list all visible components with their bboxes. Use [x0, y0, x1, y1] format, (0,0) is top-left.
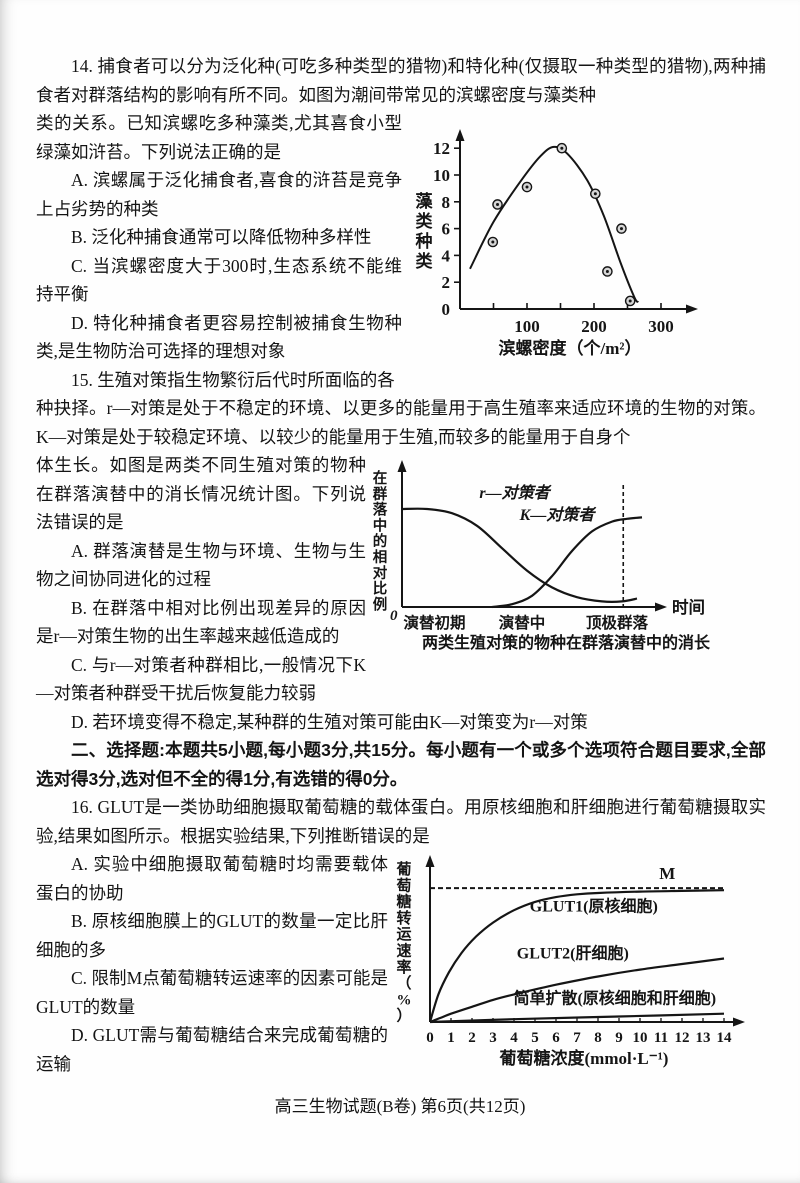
q14-row: 类的关系。已知滨螺吃多种藻类,尤其喜食小型绿藻如浒苔。下列说法正确的是 A. 滨…	[36, 109, 766, 366]
q15-option-a: A. 群落演替是生物与环境、生物与生物之间协同进化的过程	[36, 540, 366, 590]
svg-text:例: 例	[373, 595, 388, 613]
svg-text:简单扩散(原核细胞和肝细胞): 简单扩散(原核细胞和肝细胞)	[513, 988, 716, 1007]
svg-text:群: 群	[373, 485, 388, 503]
svg-text:200: 200	[581, 317, 607, 336]
svg-text:100: 100	[514, 317, 540, 336]
svg-text:%: %	[397, 992, 412, 1008]
svg-text:种: 种	[415, 231, 433, 251]
svg-text:滨螺密度（个/m²）: 滨螺密度（个/m²）	[499, 338, 642, 358]
svg-text:7: 7	[573, 1030, 581, 1046]
q16-chart: M 0 1 2 3 4 5 6 7 8 9 10 11 12 13 14 葡萄糖浓度(mmol·L⁻¹) 葡萄糖转…	[388, 850, 766, 1078]
q15-option-b: B. 在群落中相对比例出现差异的原因是r—对策生物的出生率越来越低造成的	[36, 597, 366, 647]
q15-chart: 时间 0 演替初期 演替中 顶极群落 r—对策者 K—对策者 在群落中的相对比例 两类生殖对策…	[366, 455, 766, 708]
svg-text:在: 在	[373, 469, 388, 487]
svg-text:K—对策者: K—对策者	[519, 506, 598, 524]
svg-text:糖: 糖	[396, 893, 411, 911]
svg-text:11: 11	[654, 1030, 668, 1046]
svg-text:类: 类	[416, 211, 434, 231]
svg-text:4: 4	[510, 1030, 518, 1046]
section2-header: 二、选择题:本题共5小题,每小题3分,共15分。每小题有一个或多个选项符合题目要…	[36, 740, 766, 789]
svg-text:相: 相	[373, 548, 388, 566]
svg-text:萄: 萄	[396, 876, 411, 894]
svg-text:比: 比	[373, 580, 388, 598]
svg-text:对: 对	[373, 564, 388, 582]
q14-option-b: B. 泛化种捕食通常可以降低物种多样性	[71, 227, 372, 247]
q16-option-a: A. 实验中细胞摄取葡萄糖时均需要载体蛋白的协助	[36, 854, 388, 903]
svg-text:藻: 藻	[416, 191, 434, 211]
svg-text:9: 9	[615, 1030, 623, 1046]
svg-text:中: 中	[373, 516, 388, 534]
q16-chart-svg: M0 1 2 3 4 5 6 7 8 9 10 11 12 13 14葡萄糖浓度(mmol·L⁻¹)葡萄糖转…	[395, 855, 745, 1068]
q16-option-b: B. 原核细胞膜上的GLUT的数量一定比肝细胞的多	[36, 911, 388, 960]
svg-text:14: 14	[717, 1030, 733, 1046]
q15-text-column: 体生长。如图是两类不同生殖对策的物种在群落演替中的消长情况统计图。下列说法错误的…	[36, 451, 366, 708]
svg-text:转: 转	[396, 909, 411, 927]
svg-text:演替初期: 演替初期	[403, 613, 465, 632]
svg-text:（: （	[396, 974, 411, 992]
svg-text:3: 3	[489, 1030, 497, 1046]
svg-text:的: 的	[373, 532, 388, 550]
svg-text:2: 2	[442, 273, 451, 292]
q15-option-d: D. 若环境变得不稳定,某种群的生殖对策可能由K—对策变为r—对策	[71, 711, 588, 732]
svg-text:4: 4	[442, 246, 451, 265]
q14-option-c: C. 当滨螺密度大于300时,生态系统不能维持平衡	[36, 255, 402, 305]
svg-text:0: 0	[442, 300, 451, 319]
page-footer: 高三生物试题(B卷) 第6页(共12页)	[274, 1097, 526, 1116]
svg-text:8: 8	[594, 1030, 602, 1046]
svg-text:10: 10	[633, 1030, 648, 1046]
svg-text:12: 12	[675, 1030, 690, 1046]
svg-text:落: 落	[373, 501, 388, 519]
svg-text:r—对策者: r—对策者	[479, 484, 552, 502]
svg-text:率: 率	[396, 958, 411, 976]
svg-text:1: 1	[447, 1030, 455, 1046]
svg-text:M: M	[659, 864, 675, 883]
svg-text:13: 13	[696, 1030, 711, 1046]
q16-text-column: A. 实验中细胞摄取葡萄糖时均需要载体蛋白的协助 B. 原核细胞膜上的GLUT的…	[36, 850, 388, 1078]
q15-option-c: C. 与r—对策者种群相比,一般情况下K—对策者种群受干扰后恢复能力较弱	[36, 654, 366, 704]
svg-text:6: 6	[442, 220, 451, 239]
svg-text:GLUT1(原核细胞): GLUT1(原核细胞)	[530, 897, 658, 916]
q16-stem: 16. GLUT是一类协助细胞摄取葡萄糖的载体蛋白。用原核细胞和肝细胞进行葡萄糖…	[36, 797, 766, 846]
q16-option-d: D. GLUT需与葡萄糖结合来完成葡萄糖的运输	[36, 1025, 388, 1074]
q15-stem-cont1: 种抉择。r—对策是处于不稳定的环境、以更多的能量用于高生殖率来适应环境的生物的对…	[36, 398, 766, 447]
q14-option-a: A. 滨螺属于泛化捕食者,喜食的浒苔是竞争上占劣势的种类	[36, 170, 402, 219]
q14-chart: 0 2 4 6 8 10 12 100 200 300 滨螺密度（个/m²）藻类种类	[402, 119, 766, 366]
svg-text:GLUT2(肝细胞): GLUT2(肝细胞)	[517, 944, 629, 963]
svg-text:类: 类	[416, 251, 434, 271]
page-content: 14. 捕食者可以分为泛化种(可吃多种类型的猎物)和特化种(仅摄取一种类型的猎物…	[36, 52, 766, 1078]
svg-text:葡萄糖浓度(mmol·L⁻¹): 葡萄糖浓度(mmol·L⁻¹)	[499, 1048, 669, 1068]
q15-stem-cont2: 体生长。如图是两类不同生殖对策的物种在群落演替中的消长情况统计图。下列说法错误的…	[36, 455, 366, 532]
svg-text:5: 5	[531, 1030, 539, 1046]
svg-text:速: 速	[396, 942, 411, 960]
svg-text:8: 8	[442, 193, 451, 212]
q14-text-column: 类的关系。已知滨螺吃多种藻类,尤其喜食小型绿藻如浒苔。下列说法正确的是 A. 滨…	[36, 109, 402, 366]
q15-stem-line1: 15. 生殖对策指生物繁衍后代时所面临的各	[71, 369, 395, 390]
svg-text:演替中: 演替中	[499, 613, 546, 632]
svg-text:300: 300	[648, 317, 674, 336]
q14-option-d: D. 特化种捕食者更容易控制被捕食生物种类,是生物防治可选择的理想对象	[36, 312, 402, 362]
svg-text:时间: 时间	[672, 597, 705, 617]
q15-row: 体生长。如图是两类不同生殖对策的物种在群落演替中的消长情况统计图。下列说法错误的…	[36, 451, 766, 708]
q14-stem-cont: 类的关系。已知滨螺吃多种藻类,尤其喜食小型绿藻如浒苔。下列说法正确的是	[36, 113, 402, 162]
svg-text:2: 2	[468, 1030, 476, 1046]
q16-option-c: C. 限制M点葡萄糖转运速率的因素可能是GLUT的数量	[36, 968, 388, 1017]
svg-text:10: 10	[433, 166, 450, 185]
svg-text:葡: 葡	[395, 860, 411, 878]
svg-text:0: 0	[426, 1030, 434, 1046]
svg-text:运: 运	[396, 926, 411, 943]
svg-text:12: 12	[433, 139, 450, 158]
svg-text:）: ）	[396, 1007, 411, 1025]
svg-text:顶极群落: 顶极群落	[586, 613, 649, 632]
q14-stem-intro: 14. 捕食者可以分为泛化种(可吃多种类型的猎物)和特化种(仅摄取一种类型的猎物…	[36, 56, 766, 105]
svg-text:6: 6	[552, 1030, 560, 1046]
q16-row: A. 实验中细胞摄取葡萄糖时均需要载体蛋白的协助 B. 原核细胞膜上的GLUT的…	[36, 850, 766, 1078]
svg-text:0: 0	[390, 608, 398, 624]
q15-chart-caption: 两类生殖对策的物种在群落演替中的消长	[421, 635, 710, 652]
